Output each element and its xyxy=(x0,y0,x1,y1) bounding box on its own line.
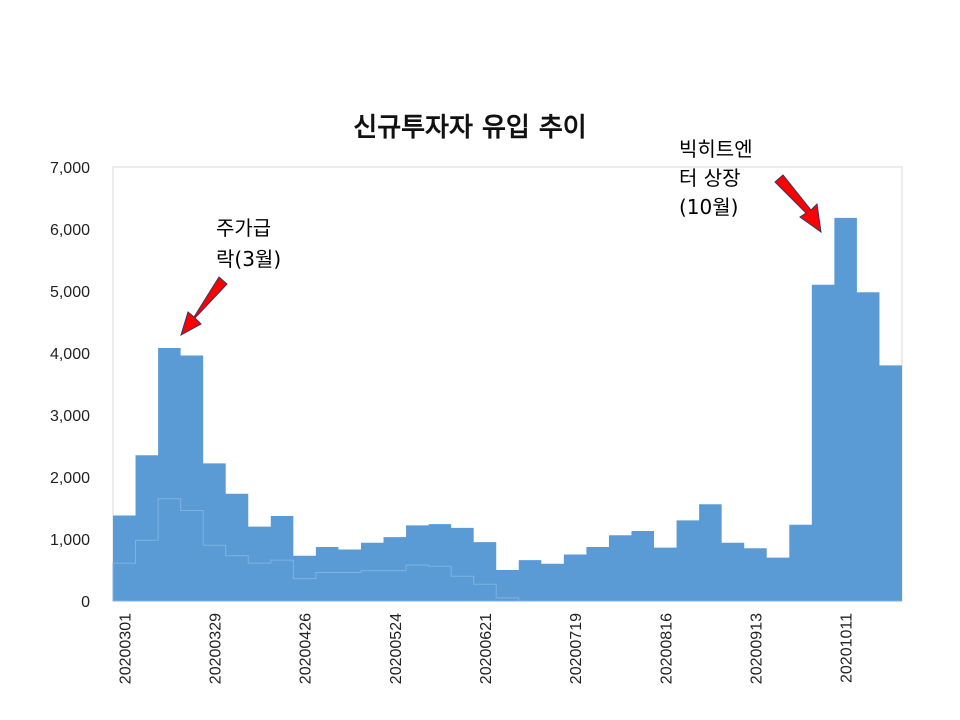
annotation-bighit: 빅히트엔 터 상장 (10월) xyxy=(679,137,822,234)
x-tick-label: 20200621 xyxy=(478,613,495,684)
y-tick-label: 0 xyxy=(81,594,90,611)
x-tick-label: 20200719 xyxy=(568,613,585,684)
y-tick-label: 1,000 xyxy=(50,532,90,549)
x-tick-label: 20200816 xyxy=(658,613,675,684)
annotation-bighit-line-3: (10월) xyxy=(679,195,738,219)
series-area-1 xyxy=(113,217,902,601)
y-axis: 0 1,000 2,000 3,000 4,000 5,000 6,000 7,000 xyxy=(50,160,90,611)
annotation-crash-line-1: 주가급 xyxy=(216,216,271,240)
y-tick-label: 7,000 xyxy=(50,160,90,177)
annotation-bighit-line-1: 빅히트엔 xyxy=(679,137,753,161)
chart-title: 신규투자자 유입 추이 xyxy=(353,113,586,143)
x-tick-label: 20200301 xyxy=(117,613,134,684)
x-tick-label: 20200426 xyxy=(298,613,315,684)
x-axis: 20200301 20200329 20200426 20200524 20200621… xyxy=(117,613,855,684)
y-tick-label: 5,000 xyxy=(50,284,90,301)
x-tick-label: 20200913 xyxy=(749,613,766,684)
x-tick-label: 20200329 xyxy=(207,613,224,684)
annotation-crash-arrow xyxy=(180,276,228,337)
y-tick-label: 4,000 xyxy=(50,346,90,363)
annotation-crash-line-2: 락(3월) xyxy=(216,247,281,271)
annotation-bighit-line-2: 터 상장 xyxy=(679,166,741,190)
y-tick-label: 2,000 xyxy=(50,470,90,487)
annotation-crash: 주가급 락(3월) xyxy=(180,216,281,337)
series-layer xyxy=(112,217,902,602)
y-tick-label: 3,000 xyxy=(50,408,90,425)
series-area-2 xyxy=(112,498,902,602)
annotation-bighit-arrow xyxy=(774,174,822,234)
x-tick-label: 20201011 xyxy=(839,613,856,683)
x-tick-label: 20200524 xyxy=(388,613,405,684)
y-tick-label: 6,000 xyxy=(50,222,90,239)
